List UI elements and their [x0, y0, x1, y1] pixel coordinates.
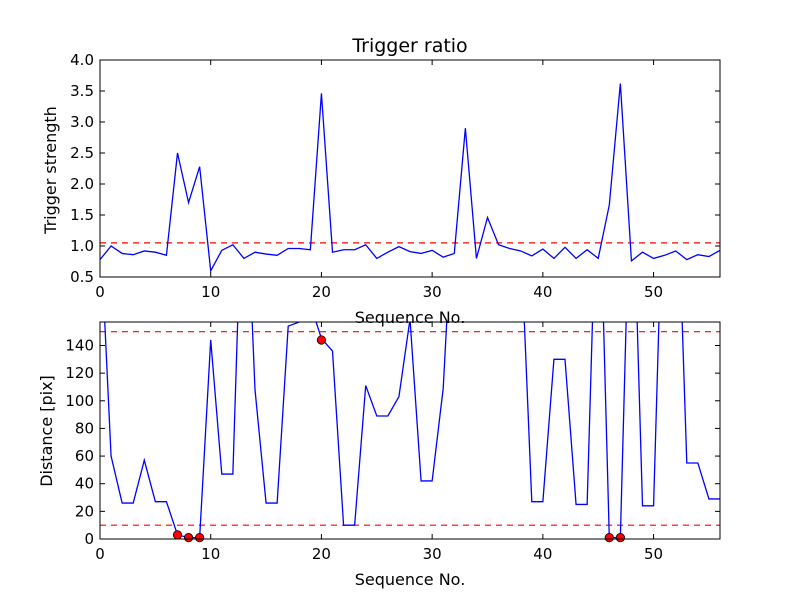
y-tick-label: 0.5: [70, 268, 94, 286]
top-y-axis-label: Trigger strength: [41, 106, 60, 235]
x-tick-label: 10: [201, 283, 220, 301]
y-tick-label: 2.0: [70, 175, 94, 193]
y-tick-label: 20: [75, 502, 94, 520]
y-tick-label: 40: [75, 475, 94, 493]
x-tick-label: 40: [533, 283, 552, 301]
y-tick-label: 140: [65, 336, 94, 354]
data-point-marker: [604, 533, 614, 543]
data-point-marker: [195, 533, 205, 543]
bottom-subplot: Sequence No. Distance [pix] 0 10 20 30 40 50 0…: [37, 321, 721, 589]
y-tick-label: 2.5: [70, 144, 94, 162]
y-tick-label: 3.5: [70, 82, 94, 100]
bottom-x-axis-label: Sequence No.: [355, 570, 466, 589]
y-tick-label: 80: [75, 419, 94, 437]
y-tick-label: 3.0: [70, 113, 94, 131]
series-line-0: [100, 83, 720, 273]
axes-frame: [99, 321, 721, 540]
data-point-marker: [615, 533, 625, 543]
x-tick-label: 0: [95, 545, 105, 563]
top-subplot: Trigger ratio Sequence No. Trigger stren…: [41, 35, 721, 327]
y-tick-label: 100: [65, 392, 94, 410]
data-point-marker: [316, 335, 327, 345]
x-tick-label: 20: [312, 283, 331, 301]
axes-frame: [99, 59, 721, 278]
y-tick-label: 1.5: [70, 206, 94, 224]
y-tick-label: 60: [75, 447, 94, 465]
y-tick-label: 0: [84, 530, 94, 548]
x-tick-label: 30: [423, 283, 442, 301]
y-tick-label: 1.0: [70, 237, 94, 255]
x-tick-label: 10: [201, 545, 220, 563]
x-tick-label: 0: [95, 283, 105, 301]
top-chart-title: Trigger ratio: [351, 35, 467, 57]
data-point-marker: [183, 533, 194, 543]
x-tick-label: 50: [644, 545, 663, 563]
plot-area: [100, 83, 720, 273]
x-tick-label: 50: [644, 283, 663, 301]
x-tick-label: 30: [423, 545, 442, 563]
x-tick-label: 40: [533, 545, 552, 563]
y-tick-label: 120: [65, 364, 94, 382]
x-tick-label: 20: [312, 545, 331, 563]
y-tick-label: 4.0: [70, 51, 94, 69]
bottom-y-axis-label: Distance [pix]: [37, 375, 56, 487]
data-point-marker: [172, 530, 183, 540]
